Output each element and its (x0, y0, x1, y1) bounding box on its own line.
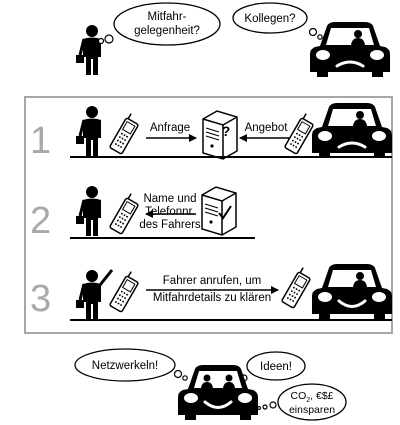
savings-line-2: einsparen (289, 404, 335, 416)
step-1: 1 Anfrage ? Angebot (30, 101, 394, 162)
networking-text: Netzwerkeln! (92, 360, 158, 372)
driver-info-line-3: des Fahrers (139, 219, 201, 231)
step-number-3: 3 (30, 278, 51, 320)
car-full-icon (176, 363, 260, 422)
savings-line-1: CO2, €$£ (290, 390, 333, 404)
offer-arrow-label: Angebot (245, 122, 289, 134)
person-icon (74, 23, 103, 77)
call-driver-line-1: Fahrer anrufen, um (163, 275, 261, 287)
step-3: 3 Fahrer anrufen, um Mitfahrdetails zu k… (30, 262, 394, 322)
server-icon (201, 186, 237, 236)
ideas-bubble: Ideen! (235, 351, 306, 385)
car-thought-text: Kollegen? (244, 13, 295, 25)
driver-info-line-1: Name und (143, 193, 196, 205)
person-thought-line-1: Mitfahr- (148, 11, 187, 23)
step-number-2: 2 (30, 200, 51, 242)
request-arrow-label: Anfrage (150, 122, 190, 134)
step-2: 2 Name und Telefonnr. des Fahrers (30, 184, 255, 242)
check-mark-icon (218, 205, 232, 220)
savings-bubble: CO2, €$£ einsparen (257, 383, 347, 421)
car-thought-bubble: Kollegen? (232, 2, 323, 40)
bottom-scene: Netzwerkeln! Ideen! CO2, €$£ einsparen (74, 348, 347, 422)
networking-bubble: Netzwerkeln! (74, 348, 188, 382)
question-mark-icon: ? (222, 123, 231, 139)
person-thought-line-2: gelegenheit? (134, 25, 200, 37)
top-scene: Mitfahr- gelegenheit? Kollegen? (74, 2, 392, 79)
person-thought-bubble: Mitfahr- gelegenheit? (97, 2, 221, 46)
ideas-text: Ideen! (260, 361, 292, 373)
call-driver-line-2: Mitfahrdetails zu klären (153, 292, 271, 304)
step-number-1: 1 (30, 120, 51, 162)
car-sad-icon (308, 20, 392, 79)
driver-info-line-2: Telefonnr. (145, 206, 195, 218)
server-icon (202, 110, 238, 160)
